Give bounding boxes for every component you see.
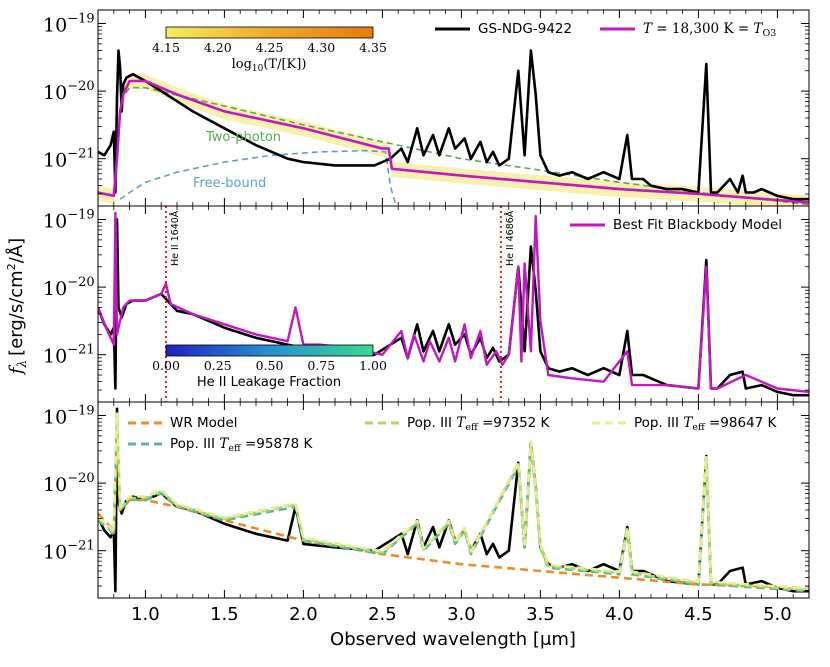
- y-tick-label: 10−19: [43, 12, 95, 37]
- x-axis-label: Observed wavelength [μm]: [330, 629, 576, 650]
- series-best-fit-blackbody: [98, 211, 809, 394]
- y-tick-label: 10−20: [43, 79, 95, 104]
- temperature-colorbar: 4.15 4.20 4.25 4.30 4.35 log10(T/[K]): [152, 26, 387, 74]
- temperature-colorbar-gradient: [165, 26, 374, 39]
- legend-label-pop3-97352: Pop. III Teff =97352 K: [407, 415, 551, 433]
- top-legend: GS-NDG-9422 T = 18,300 K = TO3: [435, 21, 776, 39]
- y-tick-label: 10−21: [43, 539, 95, 564]
- colorbar-tick-label: 4.20: [204, 40, 232, 55]
- series-two-photon: [119, 86, 809, 206]
- top-series-group: [98, 49, 809, 206]
- temperature-colorbar-label: log10(T/[K]): [232, 57, 307, 74]
- y-tick-label: 10−19: [43, 208, 95, 233]
- x-tick-label: 2.0: [289, 604, 318, 625]
- series-observed: [98, 49, 809, 201]
- two-photon-label: Two-photon: [205, 130, 281, 145]
- y-axis-label: fλ[erg/s/cm2/Å]: [5, 238, 29, 376]
- series-pop-iii-teff-98647-k: [98, 410, 809, 590]
- middle-series-group: [98, 211, 809, 397]
- he2-4686-label: He II 4686Å: [504, 210, 516, 266]
- bottom-legend: WR Model Pop. III Teff =95878 K Pop. III…: [128, 415, 778, 454]
- y-axis-ticks: 10−19 10−20 10−21 10−19 10−20 10−21 10−19 10−20…: [43, 12, 809, 599]
- x-tick-label: 1.0: [131, 604, 160, 625]
- leakage-colorbar-tick-label: 0.50: [256, 358, 284, 373]
- y-tick-label: 10−20: [43, 275, 95, 300]
- panel-top: Two-photon Free-bound 4.15 4.20 4.25 4.3…: [97, 9, 810, 207]
- y-tick-label: 10−19: [43, 404, 95, 429]
- he2-1640-label: He II 1640Å: [169, 210, 181, 266]
- x-tick-label: 4.5: [684, 604, 713, 625]
- middle-legend: Best Fit Blackbody Model: [570, 217, 782, 233]
- y-tick-label: 10−21: [43, 343, 95, 368]
- panel-middle: He II 1640Å He II 4686Å 0.00 0.25 0.50 0…: [97, 205, 810, 403]
- free-bound-label: Free-bound: [193, 176, 266, 191]
- y-tick-label: 10−21: [43, 147, 95, 172]
- y-tick-label: 10−20: [43, 471, 95, 496]
- leakage-colorbar-label: He II Leakage Fraction: [197, 375, 341, 390]
- legend-label-blackbody: T = 18,300 K = TO3: [643, 21, 776, 39]
- series-blackbody: [98, 79, 809, 204]
- legend-label-wr: WR Model: [170, 415, 238, 431]
- series-pop-iii-teff-97352-k: [98, 414, 809, 592]
- leakage-colorbar-gradient: [165, 344, 374, 357]
- panel-bottom: WR Model Pop. III Teff =95878 K Pop. III…: [97, 401, 810, 599]
- x-tick-label: 3.0: [447, 604, 476, 625]
- colorbar-tick-label: 4.15: [152, 40, 180, 55]
- series-free-bound: [119, 149, 398, 206]
- leakage-colorbar-tick-label: 0.25: [204, 358, 232, 373]
- x-tick-label: 5.0: [763, 604, 792, 625]
- legend-label-best-fit: Best Fit Blackbody Model: [613, 217, 782, 233]
- x-tick-label: 4.0: [605, 604, 634, 625]
- leakage-colorbar-tick-label: 0.75: [307, 358, 335, 373]
- bottom-panel-frame: [97, 401, 810, 599]
- leakage-colorbar: 0.00 0.25 0.50 0.75 1.00 He II Leakage F…: [152, 344, 387, 390]
- legend-label-pop3-98647: Pop. III Teff =98647 K: [634, 415, 778, 433]
- leakage-colorbar-tick-label: 1.00: [359, 358, 387, 373]
- colorbar-tick-label: 4.25: [256, 40, 284, 55]
- legend-label-observed: GS-NDG-9422: [478, 21, 572, 37]
- x-axis-ticks: 1.0 1.5 2.0 2.5 3.0 3.5 4.0 4.5 5.0: [97, 10, 810, 625]
- legend-label-pop3-95878: Pop. III Teff =95878 K: [170, 436, 314, 454]
- colorbar-tick-label: 4.30: [307, 40, 335, 55]
- x-tick-label: 3.5: [526, 604, 555, 625]
- colorbar-tick-label: 4.35: [359, 40, 387, 55]
- x-tick-label: 2.5: [368, 604, 397, 625]
- bottom-series-group: [98, 407, 809, 593]
- leakage-colorbar-tick-label: 0.00: [152, 358, 180, 373]
- x-tick-label: 1.5: [210, 604, 239, 625]
